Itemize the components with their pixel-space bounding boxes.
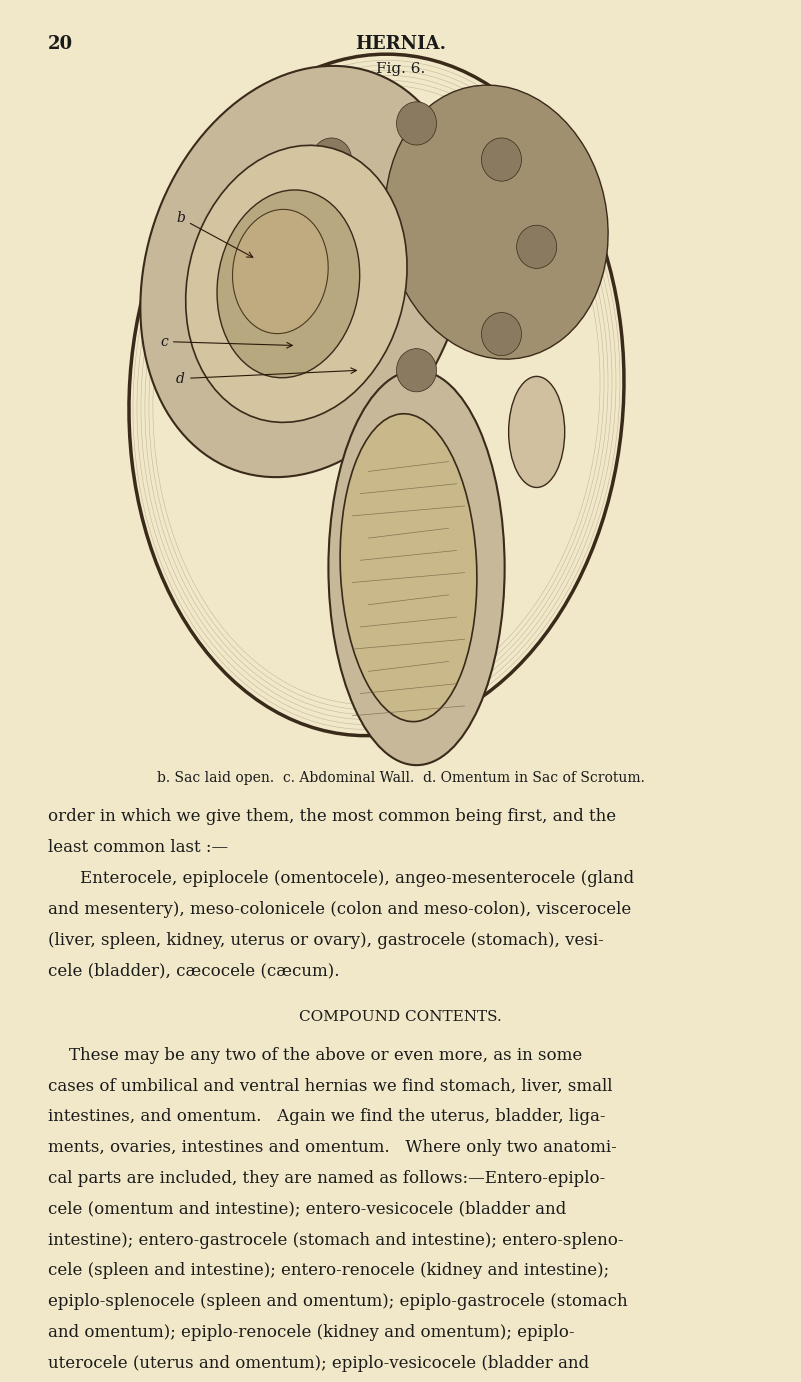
Text: cal parts are included, they are named as follows:—Entero-epiplo-: cal parts are included, they are named a… xyxy=(48,1171,606,1187)
Text: and omentum); epiplo-renocele (kidney and omentum); epiplo-: and omentum); epiplo-renocele (kidney an… xyxy=(48,1324,574,1341)
Ellipse shape xyxy=(396,348,437,392)
Text: ments, ovaries, intestines and omentum.   Where only two anatomi-: ments, ovaries, intestines and omentum. … xyxy=(48,1139,617,1157)
Text: COMPOUND CONTENTS.: COMPOUND CONTENTS. xyxy=(299,1009,502,1024)
Ellipse shape xyxy=(312,312,352,355)
Text: intestines, and omentum.   Again we find the uterus, bladder, liga-: intestines, and omentum. Again we find t… xyxy=(48,1108,606,1125)
Ellipse shape xyxy=(312,138,352,181)
Ellipse shape xyxy=(276,225,316,268)
Ellipse shape xyxy=(396,102,437,145)
Text: intestine); entero-gastrocele (stomach and intestine); entero-spleno-: intestine); entero-gastrocele (stomach a… xyxy=(48,1231,623,1249)
Ellipse shape xyxy=(140,66,469,477)
Text: Enterocele, epiplocele (omentocele), angeo-mesenterocele (gland: Enterocele, epiplocele (omentocele), ang… xyxy=(80,871,634,887)
Text: cele (bladder), cæcocele (cæcum).: cele (bladder), cæcocele (cæcum). xyxy=(48,963,340,980)
Ellipse shape xyxy=(217,189,360,377)
Ellipse shape xyxy=(328,370,505,766)
Text: cele (spleen and intestine); entero-renocele (kidney and intestine);: cele (spleen and intestine); entero-reno… xyxy=(48,1263,610,1280)
Ellipse shape xyxy=(385,86,608,359)
Text: Fig. 6.: Fig. 6. xyxy=(376,62,425,76)
Ellipse shape xyxy=(509,376,565,488)
Ellipse shape xyxy=(517,225,557,268)
Ellipse shape xyxy=(481,138,521,181)
Text: cele (omentum and intestine); entero-vesicocele (bladder and: cele (omentum and intestine); entero-ves… xyxy=(48,1201,566,1218)
Text: These may be any two of the above or even more, as in some: These may be any two of the above or eve… xyxy=(48,1046,582,1064)
Ellipse shape xyxy=(340,413,477,721)
Text: order in which we give them, the most common being first, and the: order in which we give them, the most co… xyxy=(48,808,616,825)
Text: uterocele (uterus and omentum); epiplo-vesicocele (bladder and: uterocele (uterus and omentum); epiplo-v… xyxy=(48,1356,590,1372)
Text: HERNIA.: HERNIA. xyxy=(355,35,446,53)
Ellipse shape xyxy=(481,312,521,355)
Text: b. Sac laid open.  c. Abdominal Wall.  d. Omentum in Sac of Scrotum.: b. Sac laid open. c. Abdominal Wall. d. … xyxy=(156,771,645,785)
Text: (liver, spleen, kidney, uterus or ovary), gastrocele (stomach), vesi-: (liver, spleen, kidney, uterus or ovary)… xyxy=(48,931,604,949)
Text: b: b xyxy=(176,211,253,257)
Text: d: d xyxy=(176,368,356,386)
Text: least common last :—: least common last :— xyxy=(48,839,228,857)
Text: c: c xyxy=(160,334,292,348)
Ellipse shape xyxy=(186,145,407,423)
Text: and mesentery), meso-colonicele (colon and meso-colon), viscerocele: and mesentery), meso-colonicele (colon a… xyxy=(48,901,631,918)
Ellipse shape xyxy=(232,210,328,333)
Text: epiplo-splenocele (spleen and omentum); epiplo-gastrocele (stomach: epiplo-splenocele (spleen and omentum); … xyxy=(48,1294,628,1310)
Text: 20: 20 xyxy=(48,35,73,53)
Text: cases of umbilical and ventral hernias we find stomach, liver, small: cases of umbilical and ventral hernias w… xyxy=(48,1078,613,1095)
